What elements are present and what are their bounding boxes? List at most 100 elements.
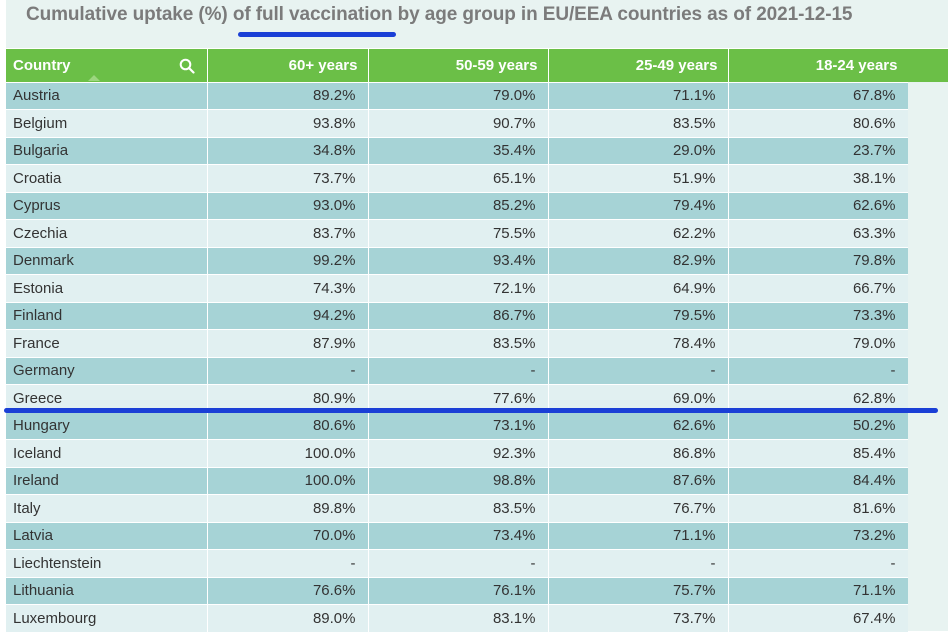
value-18-24: 79.0% [728, 329, 909, 358]
row-highlight-underline [4, 408, 938, 413]
table-row: Denmark 99.2% 93.4% 82.9% 79.8% [6, 247, 909, 275]
country-cell: Greece [6, 384, 208, 413]
country-cell: Finland [6, 302, 208, 330]
value-18-24: 73.3% [728, 302, 909, 330]
value-18-24: 66.7% [728, 274, 909, 303]
country-cell: Germany [6, 357, 208, 385]
sort-up-icon[interactable] [88, 74, 100, 81]
value-25-49: 75.7% [548, 577, 729, 605]
value-18-24: 85.4% [728, 439, 909, 468]
country-cell: Italy [6, 494, 208, 523]
value-50-59: 92.3% [368, 439, 549, 468]
value-50-59: - [368, 549, 549, 578]
value-18-24: 67.4% [728, 604, 909, 633]
value-25-49: 64.9% [548, 274, 729, 303]
value-60-plus: 89.0% [207, 604, 369, 633]
value-25-49: - [548, 549, 729, 578]
table-row: Austria 89.2% 79.0% 71.1% 67.8% [6, 82, 909, 110]
value-18-24: 62.6% [728, 192, 909, 220]
column-header-60-plus[interactable]: 60+ years [207, 49, 369, 83]
value-25-49: 73.7% [548, 604, 729, 633]
value-60-plus: 99.2% [207, 247, 369, 275]
country-cell: Hungary [6, 412, 208, 440]
country-cell: Ireland [6, 467, 208, 495]
value-50-59: 83.5% [368, 494, 549, 523]
value-50-59: 98.8% [368, 467, 549, 495]
country-cell: Croatia [6, 164, 208, 193]
value-50-59: 79.0% [368, 82, 549, 110]
country-cell: Lithuania [6, 577, 208, 605]
value-18-24: 80.6% [728, 109, 909, 138]
country-cell: Liechtenstein [6, 549, 208, 578]
country-cell: Czechia [6, 219, 208, 248]
table-row: Finland 94.2% 86.7% 79.5% 73.3% [6, 302, 909, 330]
country-cell: Cyprus [6, 192, 208, 220]
value-18-24: 71.1% [728, 577, 909, 605]
value-60-plus: 100.0% [207, 439, 369, 468]
value-25-49: 71.1% [548, 82, 729, 110]
column-header-18-24[interactable]: 18-24 years [728, 49, 909, 83]
table-right-margin [908, 49, 948, 631]
value-25-49: 29.0% [548, 137, 729, 165]
value-50-59: 93.4% [368, 247, 549, 275]
table-row: Italy 89.8% 83.5% 76.7% 81.6% [6, 494, 909, 523]
column-header-country[interactable]: Country [6, 49, 208, 83]
country-cell: Iceland [6, 439, 208, 468]
value-60-plus: 70.0% [207, 522, 369, 550]
value-60-plus: 34.8% [207, 137, 369, 165]
value-18-24: 73.2% [728, 522, 909, 550]
value-18-24: 23.7% [728, 137, 909, 165]
value-25-49: 62.6% [548, 412, 729, 440]
value-18-24: 50.2% [728, 412, 909, 440]
value-25-49: 83.5% [548, 109, 729, 138]
value-25-49: 71.1% [548, 522, 729, 550]
value-60-plus: 73.7% [207, 164, 369, 193]
column-header-25-49[interactable]: 25-49 years [548, 49, 729, 83]
value-25-49: - [548, 357, 729, 385]
value-18-24: 79.8% [728, 247, 909, 275]
value-50-59: 73.1% [368, 412, 549, 440]
value-60-plus: 89.8% [207, 494, 369, 523]
value-50-59: - [368, 357, 549, 385]
table-row: Ireland 100.0% 98.8% 87.6% 84.4% [6, 467, 909, 495]
header-row: Country 60+ years 50-59 years 25-49 year… [6, 49, 909, 83]
column-header-50-59[interactable]: 50-59 years [368, 49, 549, 83]
value-60-plus: 87.9% [207, 329, 369, 358]
value-25-49: 87.6% [548, 467, 729, 495]
value-50-59: 35.4% [368, 137, 549, 165]
value-50-59: 76.1% [368, 577, 549, 605]
value-25-49: 78.4% [548, 329, 729, 358]
country-cell: Luxembourg [6, 604, 208, 633]
value-60-plus: 93.0% [207, 192, 369, 220]
country-cell: Estonia [6, 274, 208, 303]
value-25-49: 69.0% [548, 384, 729, 413]
table-row: France 87.9% 83.5% 78.4% 79.0% [6, 329, 909, 358]
value-25-49: 76.7% [548, 494, 729, 523]
value-50-59: 72.1% [368, 274, 549, 303]
table-row: Lithuania 76.6% 76.1% 75.7% 71.1% [6, 577, 909, 605]
value-18-24: - [728, 357, 909, 385]
value-50-59: 83.5% [368, 329, 549, 358]
value-50-59: 90.7% [368, 109, 549, 138]
value-25-49: 51.9% [548, 164, 729, 193]
value-18-24: 81.6% [728, 494, 909, 523]
value-60-plus: - [207, 357, 369, 385]
value-50-59: 75.5% [368, 219, 549, 248]
value-50-59: 83.1% [368, 604, 549, 633]
value-25-49: 86.8% [548, 439, 729, 468]
value-60-plus: 93.8% [207, 109, 369, 138]
value-60-plus: 89.2% [207, 82, 369, 110]
table-row: Estonia 74.3% 72.1% 64.9% 66.7% [6, 274, 909, 303]
country-cell: Bulgaria [6, 137, 208, 165]
value-25-49: 79.4% [548, 192, 729, 220]
title-highlight-underline [238, 32, 396, 37]
value-18-24: 84.4% [728, 467, 909, 495]
vaccination-table: Country 60+ years 50-59 years 25-49 year… [6, 49, 909, 633]
value-25-49: 79.5% [548, 302, 729, 330]
table-row: Latvia 70.0% 73.4% 71.1% 73.2% [6, 522, 909, 550]
value-60-plus: 94.2% [207, 302, 369, 330]
search-icon[interactable] [179, 58, 195, 74]
value-50-59: 73.4% [368, 522, 549, 550]
value-60-plus: 74.3% [207, 274, 369, 303]
table-body: Austria 89.2% 79.0% 71.1% 67.8% Belgium 93.8% 9… [6, 82, 909, 633]
